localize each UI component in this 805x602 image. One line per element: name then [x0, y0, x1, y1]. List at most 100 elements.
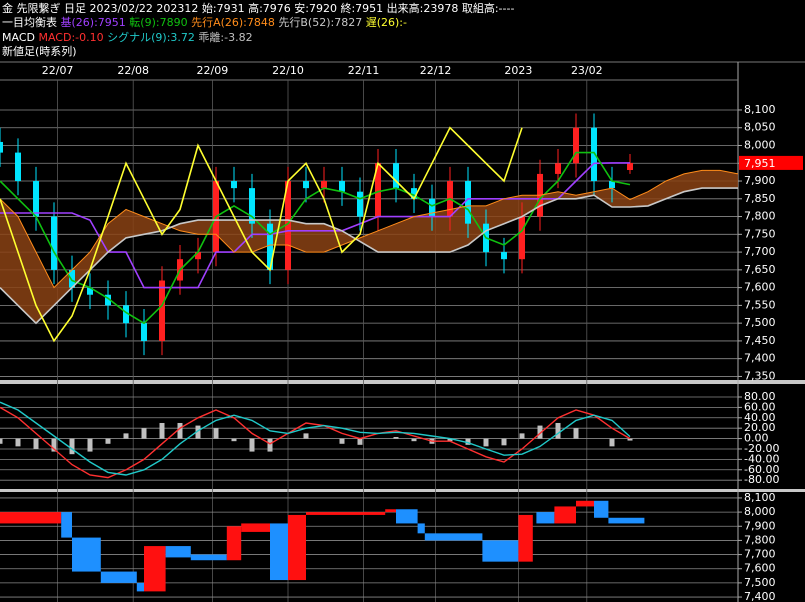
new-price-bar: [72, 537, 101, 572]
y-tick-label: -20.00: [744, 442, 779, 455]
new-price-bar: [536, 512, 555, 524]
legend-entry: MACD:-0.10: [38, 31, 103, 44]
candle-body: [195, 252, 201, 260]
y-tick-label: 7,500: [744, 316, 776, 329]
candle-body: [51, 216, 57, 270]
new-price-bar: [270, 523, 288, 581]
new-price-bar: [608, 517, 645, 524]
new-price-bar: [241, 523, 270, 532]
histogram-bar: [573, 428, 579, 439]
y-tick-label: 7,600: [744, 281, 776, 294]
new-price-bar: [576, 500, 594, 507]
histogram-bar: [339, 438, 345, 444]
y-tick-label: 0.00: [744, 432, 769, 445]
candle-body: [105, 294, 111, 306]
candle-body: [519, 216, 525, 260]
y-tick-label: 40.00: [744, 411, 776, 424]
histogram-bar: [0, 438, 3, 444]
candle-body: [123, 305, 129, 324]
candle-body: [555, 163, 561, 174]
histogram-bar: [555, 422, 561, 439]
panel-title: 新値足(時系列): [2, 44, 77, 58]
x-tick-label: 22/11: [348, 64, 380, 77]
panel-separator: [0, 380, 805, 384]
y-tick-label: -80.00: [744, 473, 779, 486]
line-series: [0, 162, 630, 289]
y-tick-label: 7,800: [744, 210, 776, 223]
candle-body: [591, 127, 597, 182]
new-price-bar: [100, 571, 137, 583]
histogram-bar: [537, 425, 543, 439]
candle-body: [285, 181, 291, 270]
legend-title: 一目均衡表: [2, 15, 57, 29]
histogram-bar: [267, 438, 273, 452]
panel-separator: [0, 489, 805, 492]
histogram-bar: [357, 438, 363, 445]
y-tick-label: 7,450: [744, 334, 776, 347]
x-tick-label: 22/07: [42, 64, 74, 77]
new-price-bar: [61, 512, 72, 538]
candle-body: [231, 181, 237, 189]
candle-body: [411, 188, 417, 199]
legend-entry: 乖離:-3.82: [198, 30, 252, 44]
y-tick-label: 7,900: [744, 519, 776, 532]
histogram-bar: [15, 438, 21, 447]
last-price-label: 7,951: [744, 157, 776, 170]
chart-title: 金 先限繋ぎ 日足 2023/02/22 202312 始:7931 高:797…: [2, 1, 514, 15]
line-series: [0, 401, 631, 476]
candle-body: [141, 323, 147, 341]
x-tick-label: 22/10: [272, 64, 304, 77]
y-tick-label: 7,400: [744, 352, 776, 365]
y-tick-label: 7,850: [744, 192, 776, 205]
legend: 一目均衡表 基(26):7951 転(9):7890 先行A(26):7848 …: [2, 15, 407, 29]
histogram-bar: [627, 438, 633, 441]
line-series: [0, 126, 523, 343]
y-tick-label: 8,050: [744, 121, 776, 134]
new-price-bar: [0, 512, 62, 524]
y-tick-label: 80.00: [744, 390, 776, 403]
new-price-bar: [226, 526, 242, 561]
y-tick-label: -40.00: [744, 452, 779, 465]
y-tick-label: 7,700: [744, 245, 776, 258]
candle-body: [393, 163, 399, 189]
line-series: [0, 151, 631, 325]
histogram-bar: [33, 438, 39, 449]
new-price-bar: [417, 523, 425, 534]
new-price-bar: [165, 546, 191, 558]
histogram-bar: [465, 438, 471, 445]
candle-body: [0, 141, 3, 153]
panel-title: MACD: [2, 31, 35, 44]
candle-body: [249, 188, 255, 224]
new-price-bar: [594, 500, 609, 518]
x-tick-label: 22/12: [420, 64, 452, 77]
candle-body: [15, 152, 21, 182]
line-series: [0, 169, 739, 289]
y-tick-label: 8,000: [744, 505, 776, 518]
legend-entry: シグナル(9):3.72: [107, 30, 195, 44]
new-price-bar: [554, 506, 576, 524]
legend: MACD MACD:-0.10 シグナル(9):3.72 乖離:-3.82: [2, 30, 253, 44]
candle-body: [627, 162, 633, 171]
y-tick-label: 8,100: [744, 491, 776, 504]
x-tick-label: 2023: [504, 64, 532, 77]
y-tick-label: 7,800: [744, 533, 776, 546]
new-price-bar: [482, 540, 519, 562]
histogram-bar: [519, 433, 525, 439]
y-tick-label: -60.00: [744, 463, 779, 476]
cloud: [0, 170, 738, 324]
candle-body: [357, 191, 363, 217]
new-price-bar: [306, 512, 386, 515]
y-tick-label: 7,400: [744, 590, 776, 602]
y-tick-label: 7,750: [744, 227, 776, 240]
legend-entry: 先行A(26):7848: [191, 16, 275, 29]
histogram-bar: [87, 438, 93, 452]
x-tick-label: 23/02: [571, 64, 603, 77]
y-tick-label: 7,650: [744, 263, 776, 276]
histogram-bar: [123, 433, 129, 439]
candle-body: [339, 181, 345, 192]
new-price-bar: [385, 509, 396, 513]
histogram-bar: [159, 422, 165, 439]
